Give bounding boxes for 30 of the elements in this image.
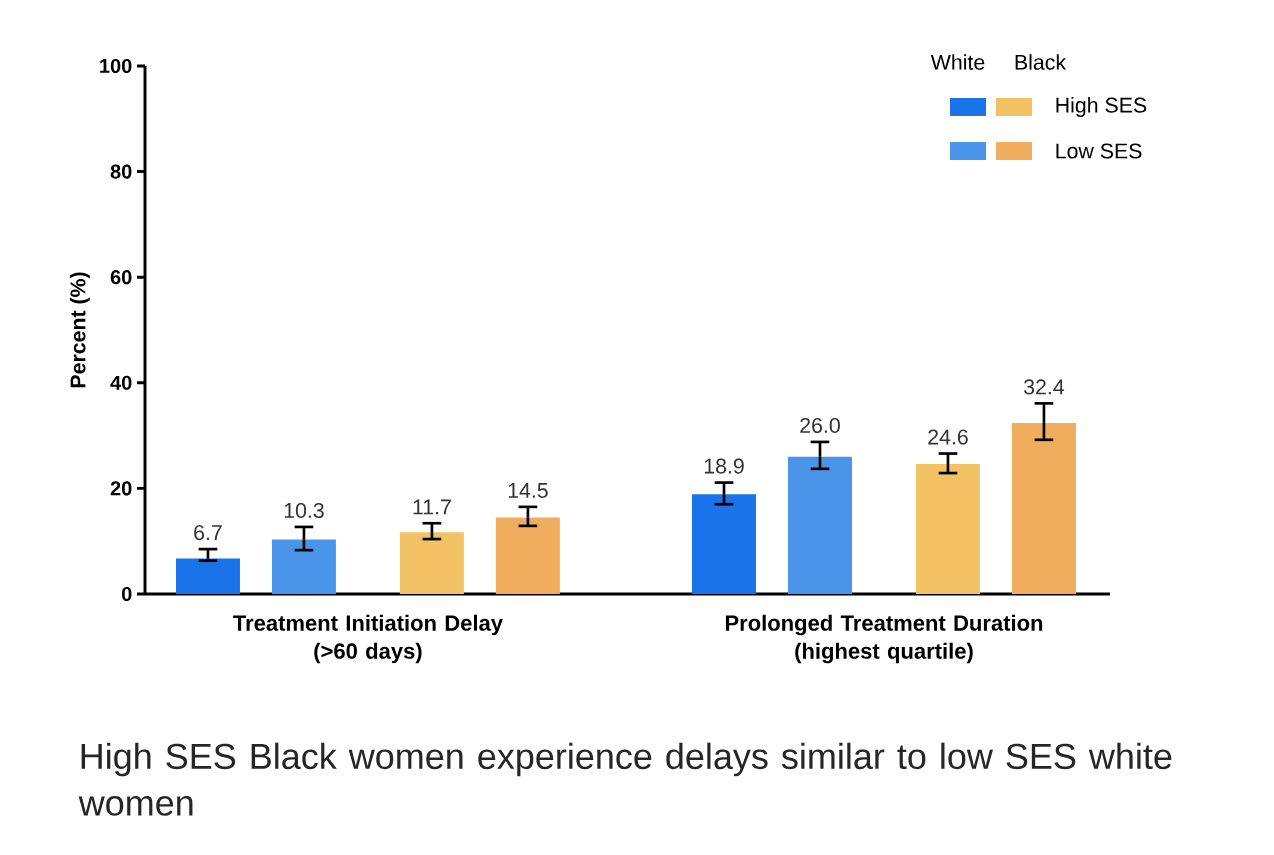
y-axis-title: Percent (%) [69,272,90,388]
data-label: 10.3 [284,502,324,518]
y-tick-label: 40 [110,375,132,390]
x-tick-label: Treatment Initiation Delay (>60 days) [233,614,503,664]
data-label: 26.0 [800,417,840,433]
bar [399,532,464,594]
annotation: White [930,54,985,70]
y-tick-label: 100 [100,58,132,74]
bar [915,464,980,594]
data-label: 32.4 [1024,379,1065,395]
data-label: 6.7 [194,525,222,541]
bar [1011,422,1076,594]
bar [787,456,852,594]
x-tick-label: Prolonged Treatment Duration (highest quartile) [725,614,1043,664]
bar [495,517,560,594]
annotation: Black [1015,54,1067,70]
bar [271,539,336,594]
y-tick-label: 0 [121,586,132,602]
data-label: 14.5 [508,483,548,498]
data-label: 18.9 [704,458,744,474]
bar [175,558,240,594]
y-tick-label: 60 [110,270,132,285]
y-tick-label: 20 [110,481,132,496]
y-tick-label: 80 [110,164,132,179]
data-label: 24.6 [928,429,968,445]
data-label: 11.7 [413,499,451,515]
bar [692,494,756,594]
legend-label: High SES [1056,97,1147,117]
text: High SES Black women experience delays similar to low SES white women [78,742,1172,816]
legend-label: Low SES [1056,143,1142,159]
